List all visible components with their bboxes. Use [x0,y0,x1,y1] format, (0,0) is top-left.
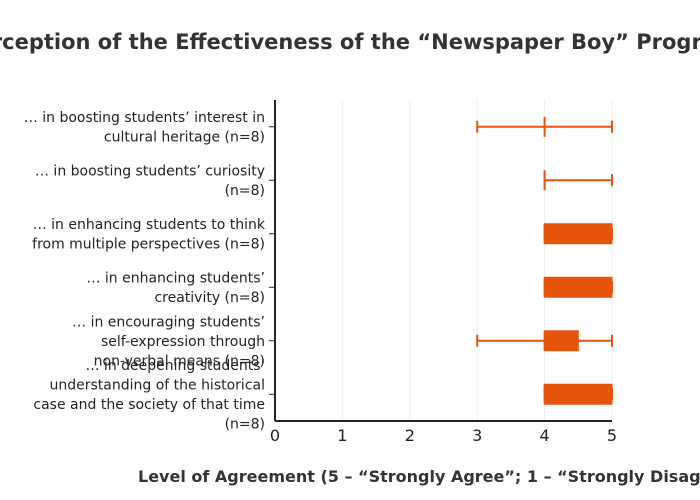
iqr-box [544,276,613,298]
iqr-box [544,383,613,405]
x-tick-label: 2 [405,426,415,445]
category-label-line: … in enhancing students to think [33,217,266,233]
category-label-line: understanding of the historical [49,378,265,394]
category-label-line: case and the society of that time [33,397,265,413]
x-tick-label: 0 [270,426,280,445]
category-label: … in boosting students’ interest in cultu… [24,110,265,146]
category-label-line: … in boosting students’ interest in [24,110,265,126]
category-label-line: (n=8) [225,417,265,433]
category-label: … in encouraging students’ self-expressio… [72,314,265,369]
category-label-line: self-expression through [101,334,265,350]
iqr-box [544,330,579,352]
gridlines [341,100,613,421]
category-label-line: from multiple perspectives (n=8) [32,237,265,253]
category-label-line: cultural heritage (n=8) [104,130,265,146]
x-tick-label: 1 [337,426,347,445]
category-label: … in deepening students’ understanding of… [33,358,265,433]
category-label-line: … in deepening students’ [85,358,265,374]
x-tick-label: 5 [607,426,617,445]
x-tick-labels: 0 1 2 3 4 5 [270,426,617,445]
category-labels: … in boosting students’ interest in cultu… [24,110,266,433]
category-label: … in boosting students’ curiosity (n=8) [35,164,265,200]
x-tick-label: 3 [472,426,482,445]
chart-title: Perception of the Effectiveness of the “… [0,30,700,54]
category-label-line: non-verbal means (n=8) [94,353,265,369]
category-label-line: … in boosting students’ curiosity [35,164,265,180]
x-tick-label: 4 [540,426,550,445]
x-axis-label: Level of Agreement (5 – “Strongly Agree”… [138,467,700,486]
box-series [476,116,613,405]
category-label: … in enhancing students to think from mul… [32,217,266,253]
category-label-line: (n=8) [225,183,265,199]
category-label-line: … in enhancing students’ [86,271,265,287]
axes [269,100,612,422]
iqr-box [544,223,613,245]
category-label: … in enhancing students’ creativity (n=8) [86,271,265,307]
category-label-line: … in encouraging students’ [72,314,265,330]
category-label-line: creativity (n=8) [154,290,265,306]
